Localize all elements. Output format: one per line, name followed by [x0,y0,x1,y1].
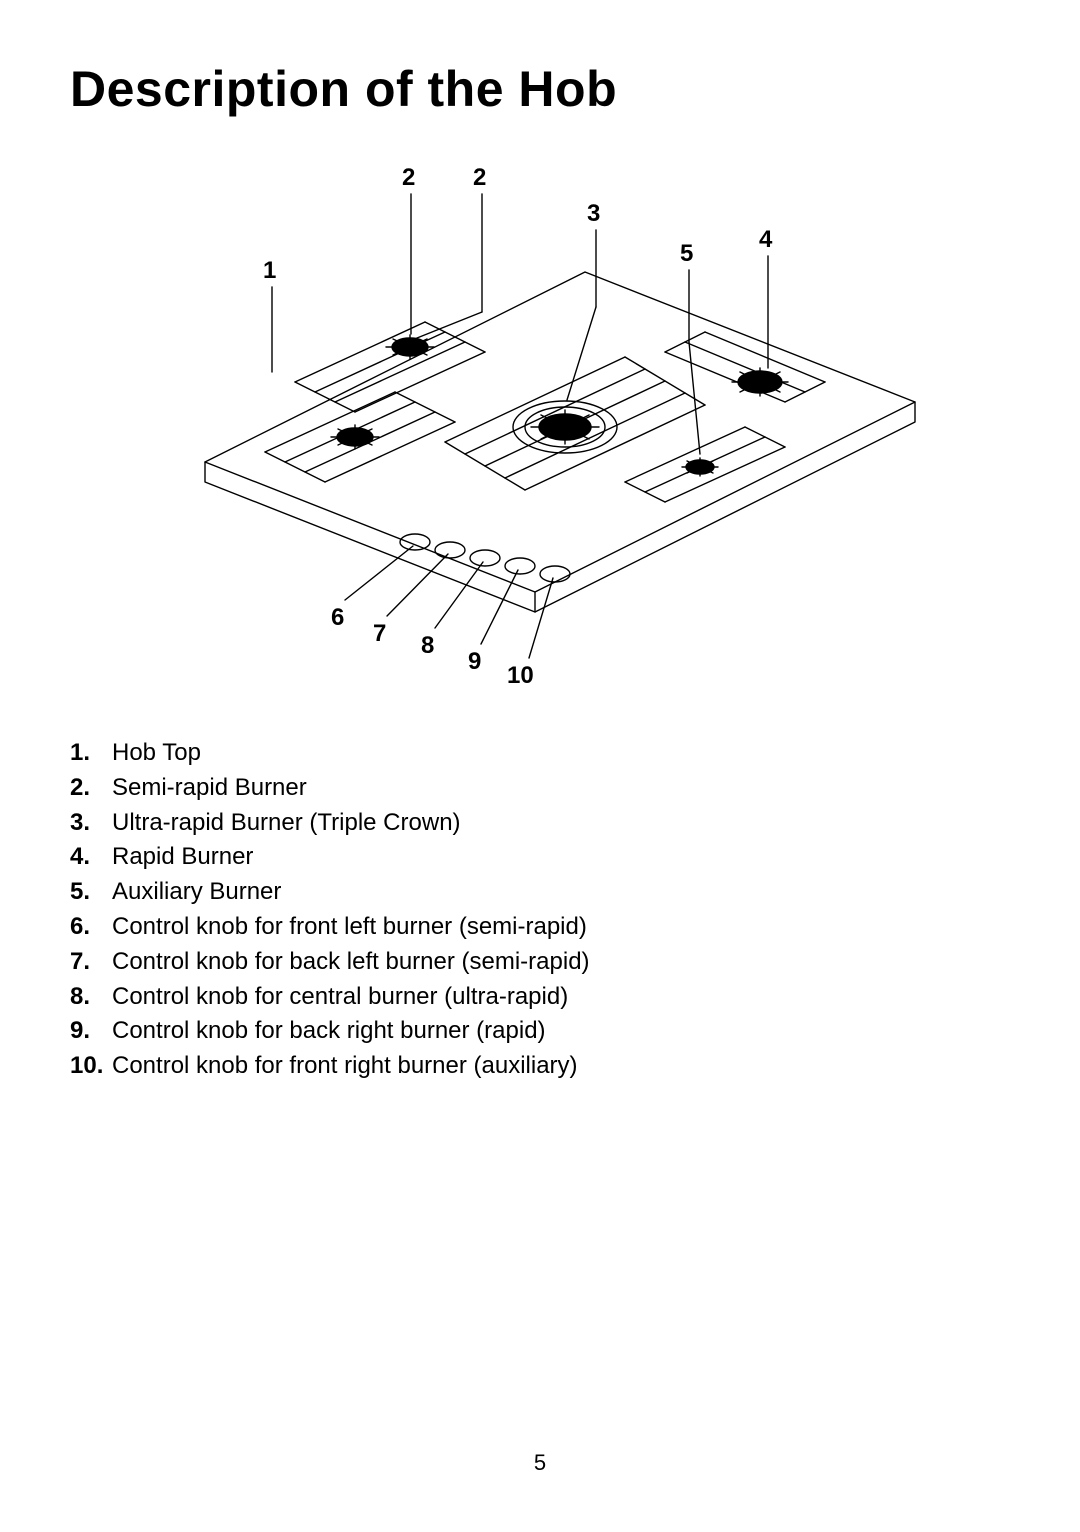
list-number: 4. [70,840,112,875]
list-text: Ultra-rapid Burner (Triple Crown) [112,806,461,841]
list-number: 8. [70,980,112,1015]
list-item: 5. Auxiliary Burner [70,875,1010,910]
list-text: Control knob for central burner (ultra-r… [112,980,568,1015]
list-text: Control knob for front left burner (semi… [112,910,587,945]
list-number: 2. [70,771,112,806]
list-item: 3. Ultra-rapid Burner (Triple Crown) [70,806,1010,841]
list-text: Control knob for back right burner (rapi… [112,1014,546,1049]
callout-5: 5 [680,240,693,268]
callout-1: 1 [263,257,276,285]
callout-4: 4 [759,226,772,254]
list-text: Control knob for front right burner (aux… [112,1049,578,1084]
list-item: 9. Control knob for back right burner (r… [70,1014,1010,1049]
parts-list: 1. Hob Top 2. Semi-rapid Burner 3. Ultra… [70,736,1010,1084]
callout-7: 7 [373,620,386,648]
list-number: 3. [70,806,112,841]
list-number: 1. [70,736,112,771]
list-item: 4. Rapid Burner [70,840,1010,875]
list-text: Semi-rapid Burner [112,771,307,806]
list-text: Hob Top [112,736,201,771]
callout-2a: 2 [402,164,415,192]
list-item: 2. Semi-rapid Burner [70,771,1010,806]
list-number: 7. [70,945,112,980]
list-number: 10. [70,1049,112,1084]
list-item: 6. Control knob for front left burner (s… [70,910,1010,945]
callout-9: 9 [468,648,481,676]
diagram-container: 1 2 2 3 5 4 6 7 8 9 10 [70,142,1010,712]
list-text: Control knob for back left burner (semi-… [112,945,590,980]
list-item: 8. Control knob for central burner (ultr… [70,980,1010,1015]
callout-10: 10 [507,662,534,690]
callout-3: 3 [587,200,600,228]
callout-2b: 2 [473,164,486,192]
list-number: 5. [70,875,112,910]
page-number: 5 [0,1450,1080,1476]
list-text: Auxiliary Burner [112,875,281,910]
list-item: 10. Control knob for front right burner … [70,1049,1010,1084]
list-number: 6. [70,910,112,945]
callout-8: 8 [421,632,434,660]
list-text: Rapid Burner [112,840,253,875]
list-item: 1. Hob Top [70,736,1010,771]
callout-6: 6 [331,604,344,632]
hob-svg [145,142,935,712]
page-title: Description of the Hob [70,60,1010,118]
list-number: 9. [70,1014,112,1049]
document-page: Description of the Hob [0,0,1080,1532]
hob-diagram: 1 2 2 3 5 4 6 7 8 9 10 [145,142,935,712]
list-item: 7. Control knob for back left burner (se… [70,945,1010,980]
